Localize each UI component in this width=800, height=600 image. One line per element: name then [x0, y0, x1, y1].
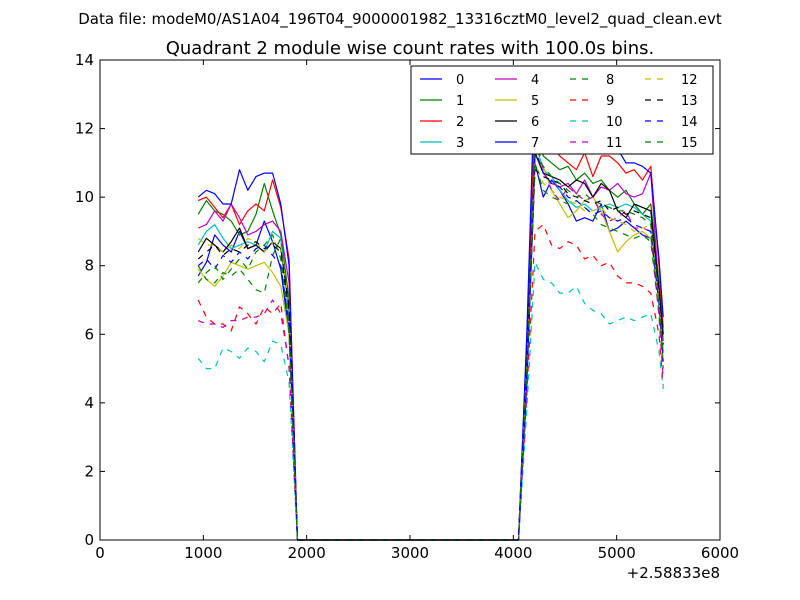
- legend-label-12: 12: [681, 73, 698, 88]
- legend-label-2: 2: [456, 115, 464, 130]
- x-tick-label: 0: [95, 544, 105, 562]
- y-tick-label: 6: [84, 325, 94, 343]
- y-tick-label: 12: [75, 120, 94, 138]
- legend-label-8: 8: [606, 73, 614, 88]
- y-tick-label: 0: [84, 531, 94, 549]
- legend-label-1: 1: [456, 94, 464, 109]
- y-tick-label: 14: [75, 51, 94, 69]
- x-tick-label: 2000: [288, 544, 326, 562]
- y-tick-label: 10: [75, 188, 94, 206]
- legend-label-0: 0: [456, 73, 464, 88]
- legend-label-13: 13: [681, 94, 698, 109]
- series-line-14: [197, 148, 664, 541]
- legend-label-7: 7: [531, 136, 539, 151]
- y-tick-label: 4: [84, 394, 94, 412]
- x-tick-label: 4000: [494, 544, 532, 562]
- legend-label-3: 3: [456, 136, 464, 151]
- x-offset-label: +2.58833e8: [627, 564, 720, 582]
- legend-label-9: 9: [606, 94, 614, 109]
- chart-title: Quadrant 2 module wise count rates with …: [166, 38, 655, 59]
- legend-box: [410, 65, 714, 155]
- legend-label-11: 11: [606, 136, 623, 151]
- legend-label-6: 6: [531, 115, 539, 130]
- x-tick-label: 6000: [701, 544, 739, 562]
- legend-label-5: 5: [531, 94, 539, 109]
- y-tick-label: 8: [84, 257, 94, 275]
- legend-label-15: 15: [681, 136, 698, 151]
- figure-suptitle: Data file: modeM0/AS1A04_196T04_90000019…: [78, 10, 722, 29]
- legend-label-10: 10: [606, 115, 623, 130]
- series-line-10: [197, 261, 664, 541]
- x-tick-label: 5000: [598, 544, 636, 562]
- x-tick-label: 3000: [391, 544, 429, 562]
- legend-label-4: 4: [531, 73, 539, 88]
- y-tick-label: 2: [84, 462, 94, 480]
- legend-label-14: 14: [681, 115, 698, 130]
- x-tick-label: 1000: [184, 544, 222, 562]
